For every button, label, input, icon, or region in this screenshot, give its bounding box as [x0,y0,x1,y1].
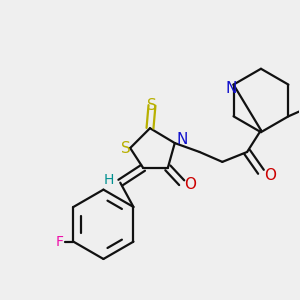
Text: H: H [103,173,114,187]
Text: N: N [226,81,237,96]
Text: S: S [121,140,131,155]
Text: O: O [184,177,196,192]
Text: F: F [56,235,64,249]
Text: O: O [264,168,276,183]
Text: S: S [147,98,157,113]
Text: N: N [176,132,188,147]
